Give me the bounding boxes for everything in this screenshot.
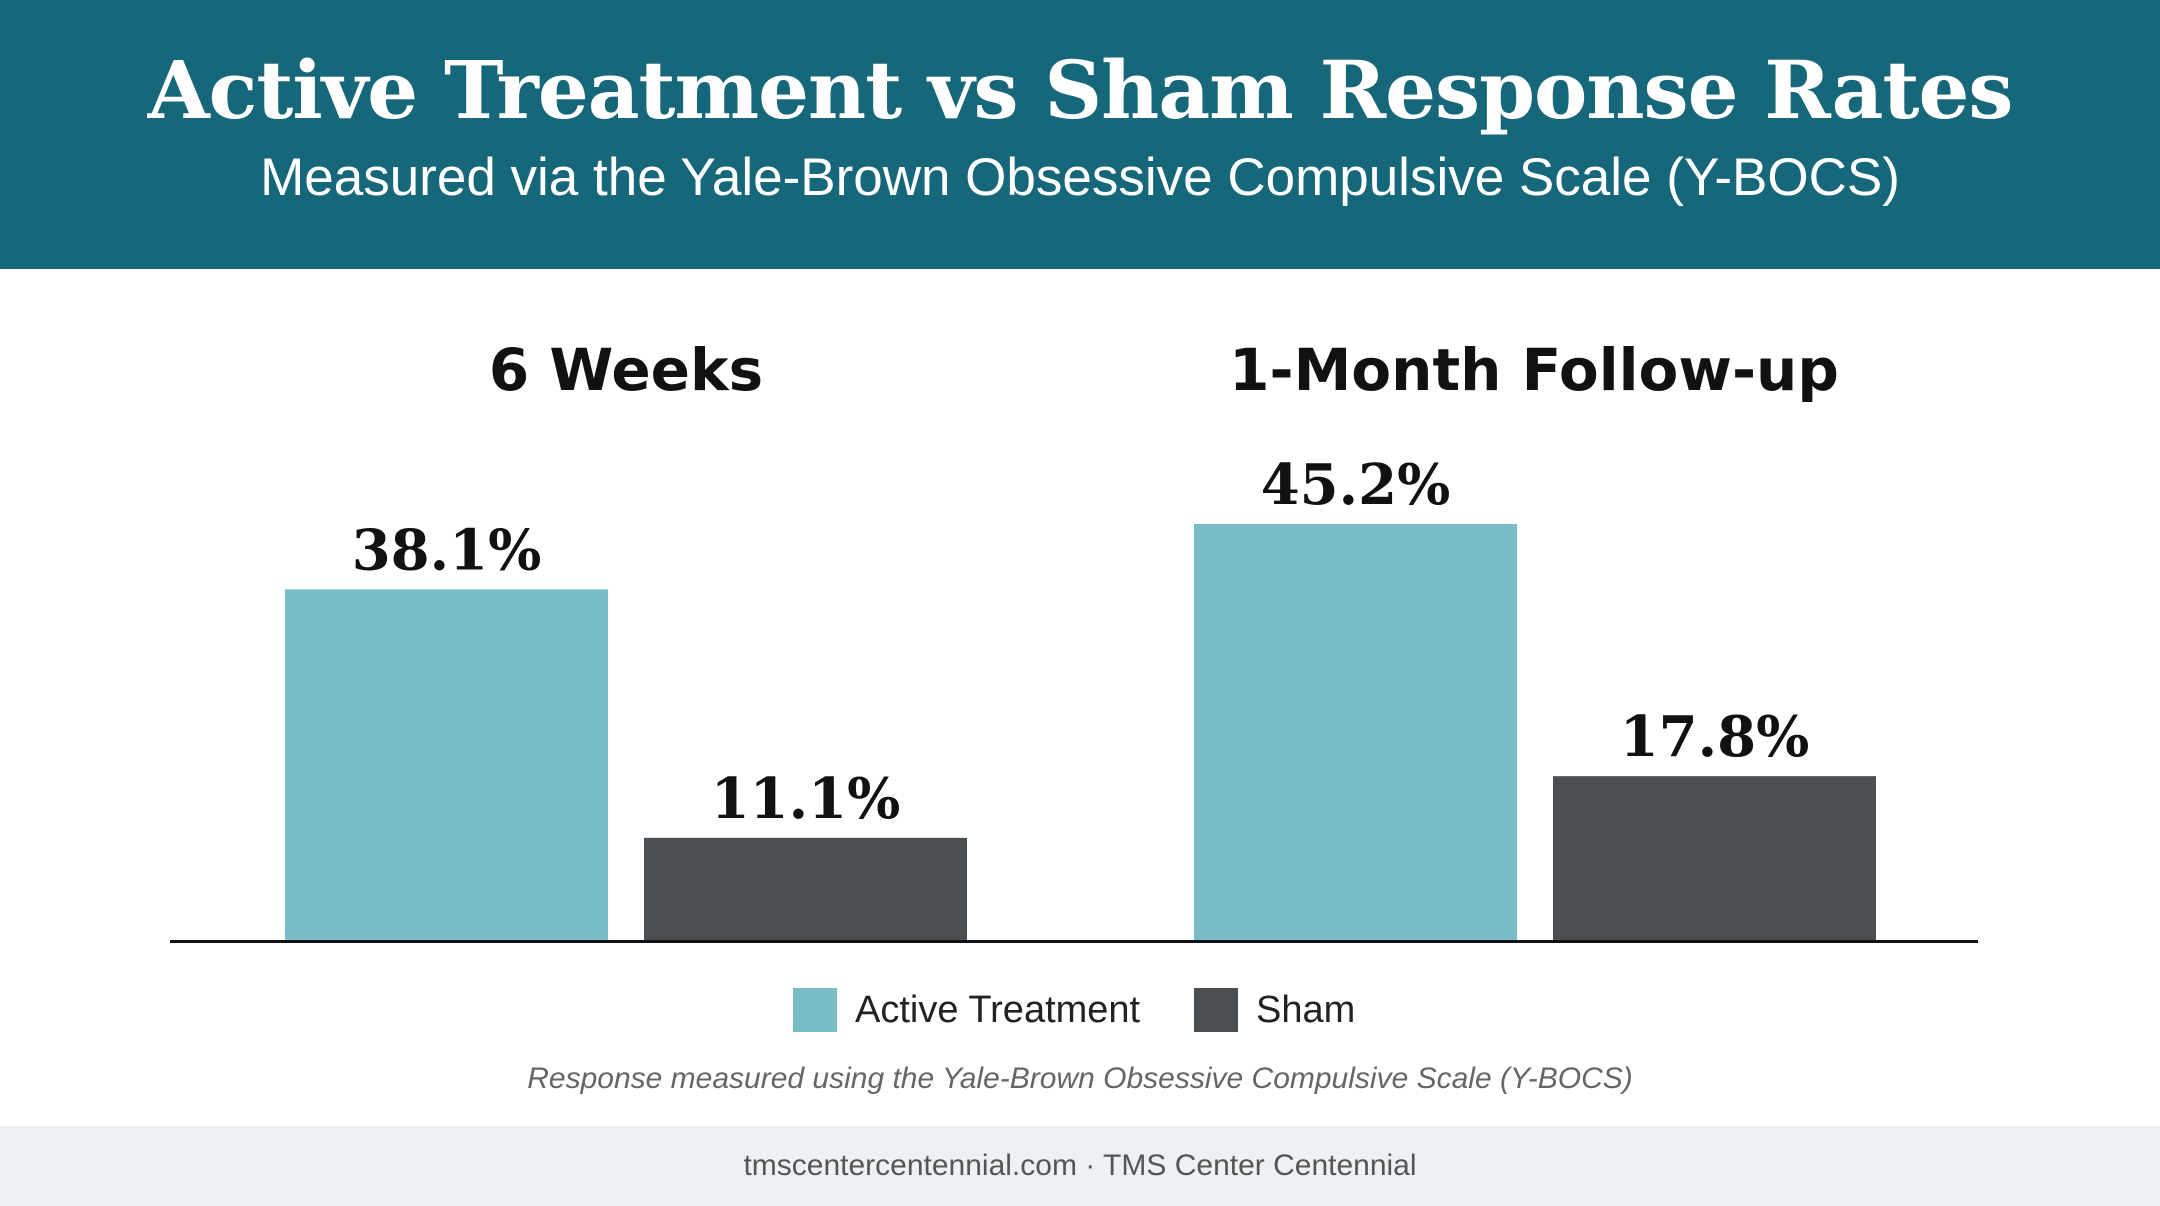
legend-swatch-active: [793, 988, 837, 1032]
header-banner: Active Treatment vs Sham Response Rates …: [0, 0, 2160, 269]
bar-active-1-month-follow-up: [1194, 523, 1517, 940]
legend-swatch-sham: [1194, 988, 1238, 1032]
legend: Active Treatment Sham: [0, 986, 2160, 1034]
group-title-6-weeks: 6 Weeks: [488, 336, 764, 404]
legend-label-sham: Sham: [1256, 988, 1356, 1031]
legend-item-active: Active Treatment: [793, 986, 1140, 1034]
bar-active-6-weeks: [285, 589, 608, 940]
legend-item-sham: Sham: [1194, 986, 1355, 1034]
data-label-active-1-month-follow-up: 45.2%: [1261, 452, 1451, 518]
footnote: Response measured using the Yale-Brown O…: [527, 1062, 1633, 1095]
footer: tmscentercentennial.com · TMS Center Cen…: [0, 1126, 2160, 1206]
data-label-sham-1-month-follow-up: 17.8%: [1620, 704, 1810, 770]
chart-subtitle: Measured via the Yale-Brown Obsessive Co…: [260, 148, 1900, 207]
data-label-sham-6-weeks: 11.1%: [711, 766, 901, 832]
bar-sham-1-month-follow-up: [1553, 776, 1876, 940]
legend-label-active: Active Treatment: [855, 988, 1141, 1031]
bar-sham-6-weeks: [644, 837, 967, 940]
chart-title: Active Treatment vs Sham Response Rates: [147, 43, 2014, 137]
data-label-active-6-weeks: 38.1%: [352, 517, 542, 583]
group-title-1-month-follow-up: 1-Month Follow-up: [1229, 336, 1839, 404]
